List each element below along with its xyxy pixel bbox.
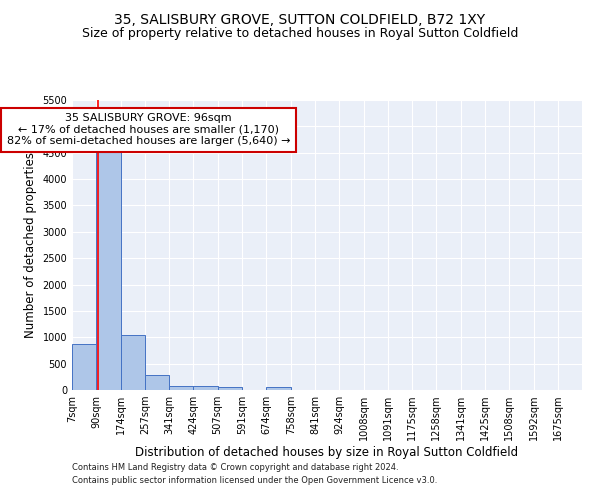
Bar xyxy=(96,148,121,390)
Bar xyxy=(121,334,145,390)
Bar xyxy=(218,388,242,390)
Bar xyxy=(72,344,96,390)
Bar xyxy=(145,374,169,390)
Bar xyxy=(266,388,291,390)
Text: Contains HM Land Registry data © Crown copyright and database right 2024.: Contains HM Land Registry data © Crown c… xyxy=(72,464,398,472)
Text: Size of property relative to detached houses in Royal Sutton Coldfield: Size of property relative to detached ho… xyxy=(82,28,518,40)
Text: 35, SALISBURY GROVE, SUTTON COLDFIELD, B72 1XY: 35, SALISBURY GROVE, SUTTON COLDFIELD, B… xyxy=(115,12,485,26)
Y-axis label: Number of detached properties: Number of detached properties xyxy=(24,152,37,338)
X-axis label: Distribution of detached houses by size in Royal Sutton Coldfield: Distribution of detached houses by size … xyxy=(136,446,518,459)
Text: 35 SALISBURY GROVE: 96sqm
← 17% of detached houses are smaller (1,170)
82% of se: 35 SALISBURY GROVE: 96sqm ← 17% of detac… xyxy=(7,113,290,146)
Bar xyxy=(169,386,193,390)
Bar xyxy=(193,386,218,390)
Text: Contains public sector information licensed under the Open Government Licence v3: Contains public sector information licen… xyxy=(72,476,437,485)
